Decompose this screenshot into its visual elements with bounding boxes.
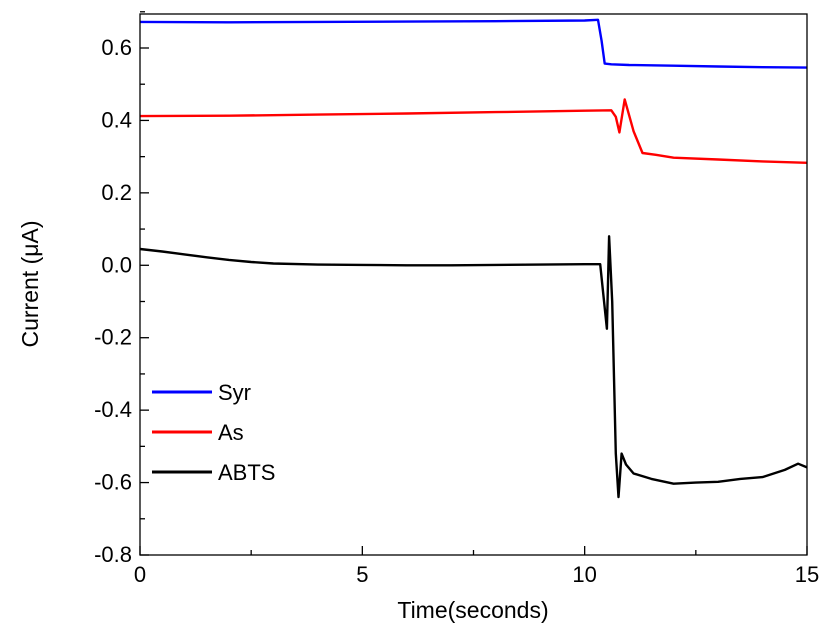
x-tick-label: 0 (134, 562, 146, 587)
x-axis-ticks: 0 5 10 15 (134, 546, 819, 587)
y-tick-label: 0.2 (101, 180, 132, 205)
y-tick-label: 0.0 (101, 252, 132, 277)
legend-label-syr: Syr (218, 380, 251, 405)
y-axis-title: Current (μA) (17, 221, 43, 348)
y-tick-label: -0.2 (94, 325, 132, 350)
legend-label-as: As (218, 420, 244, 445)
y-tick-label: 0.6 (101, 35, 132, 60)
y-tick-label: 0.4 (101, 107, 132, 132)
y-tick-label: -0.4 (94, 397, 132, 422)
y-tick-label: -0.6 (94, 470, 132, 495)
series-line-as (139, 98, 808, 164)
x-tick-label: 10 (572, 562, 596, 587)
y-tick-label: -0.8 (94, 542, 132, 567)
x-tick-label: 5 (356, 562, 368, 587)
x-tick-label: 15 (795, 562, 819, 587)
y-axis-ticks: -0.8 -0.6 -0.4 -0.2 0.0 0.2 0.4 0.6 (94, 11, 149, 567)
plot-lines (139, 18, 808, 499)
legend: Syr As ABTS (152, 380, 275, 485)
x-axis-title: Time(seconds) (397, 597, 548, 623)
legend-label-abts: ABTS (218, 460, 275, 485)
series-line-abts (139, 235, 808, 499)
series-line-syr (139, 18, 808, 69)
